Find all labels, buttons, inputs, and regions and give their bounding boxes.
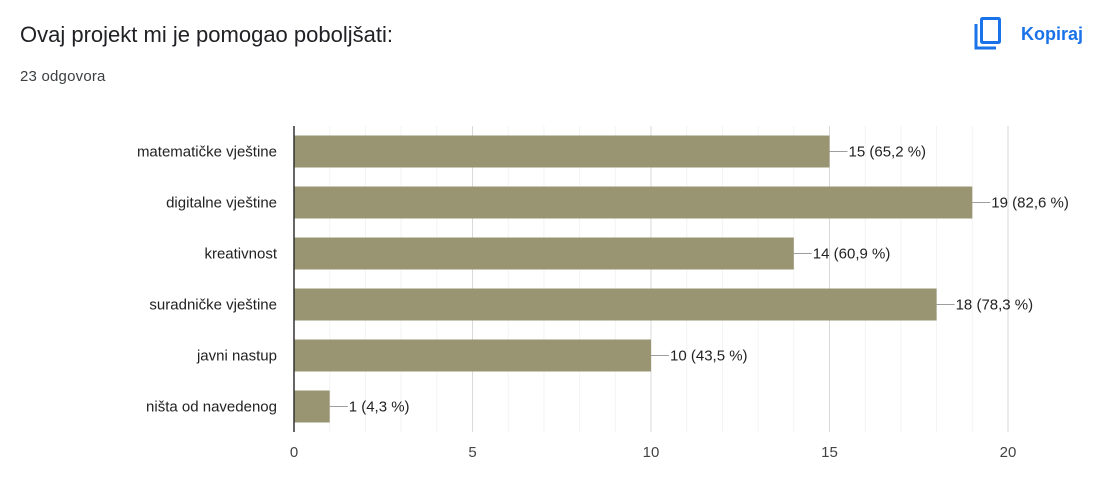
x-tick-label: 0 (290, 444, 298, 461)
bar (294, 288, 937, 321)
data-label: 1 (4,3 %) (349, 399, 410, 416)
x-tick-label: 10 (643, 444, 660, 461)
bar (294, 186, 973, 219)
data-label: 19 (82,6 %) (991, 195, 1069, 212)
copy-button-label: Kopiraj (1021, 23, 1084, 44)
question-title: Ovaj projekt mi je pomogao poboljšati: (20, 22, 393, 47)
x-tick-label: 5 (468, 444, 476, 461)
x-tick-label: 20 (1000, 444, 1017, 461)
copy-icon (968, 14, 1008, 54)
data-label: 14 (60,9 %) (813, 246, 891, 263)
bar (294, 390, 330, 423)
category-label: digitalne vještine (166, 195, 277, 212)
category-label: suradničke vještine (149, 297, 277, 314)
bar (294, 339, 651, 372)
copy-button[interactable]: Kopiraj (968, 12, 1090, 56)
data-label: 10 (43,5 %) (670, 348, 748, 365)
x-tick-label: 15 (821, 444, 838, 461)
response-count: 23 odgovora (20, 68, 106, 85)
category-label: kreativnost (204, 246, 277, 263)
category-label: javni nastup (196, 348, 277, 365)
category-label: matematičke vještine (137, 144, 277, 161)
data-label: 18 (78,3 %) (956, 297, 1034, 314)
data-label: 15 (65,2 %) (849, 144, 927, 161)
bar (294, 237, 794, 270)
category-label: ništa od navedenog (146, 399, 277, 416)
bar (294, 135, 830, 168)
